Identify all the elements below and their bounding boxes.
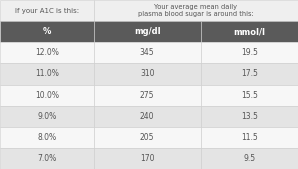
Text: 9.0%: 9.0%	[37, 112, 57, 121]
Text: 7.0%: 7.0%	[37, 154, 57, 163]
Bar	[201, 63, 298, 84]
Bar	[201, 42, 298, 63]
Text: mg/dl: mg/dl	[134, 27, 161, 36]
Bar	[201, 148, 298, 169]
Bar	[94, 21, 201, 42]
Bar	[201, 106, 298, 127]
Text: 275: 275	[140, 91, 154, 100]
Text: 345: 345	[140, 48, 155, 57]
Text: 310: 310	[140, 69, 154, 78]
Bar	[94, 106, 201, 127]
Bar	[0, 127, 94, 148]
Bar	[0, 0, 94, 21]
Text: 240: 240	[140, 112, 154, 121]
Text: 12.0%: 12.0%	[35, 48, 59, 57]
Text: 17.5: 17.5	[241, 69, 258, 78]
Text: 13.5: 13.5	[241, 112, 258, 121]
Bar	[201, 84, 298, 106]
Bar	[94, 84, 201, 106]
Text: 170: 170	[140, 154, 154, 163]
Bar	[0, 106, 94, 127]
Bar	[94, 42, 201, 63]
Bar	[94, 127, 201, 148]
Text: 15.5: 15.5	[241, 91, 258, 100]
Text: 11.0%: 11.0%	[35, 69, 59, 78]
Bar	[94, 0, 298, 21]
Text: 9.5: 9.5	[243, 154, 255, 163]
Text: 11.5: 11.5	[241, 133, 258, 142]
Bar	[0, 63, 94, 84]
Text: %: %	[43, 27, 51, 36]
Text: mmol/l: mmol/l	[233, 27, 265, 36]
Bar	[0, 21, 94, 42]
Text: If your A1C is this:: If your A1C is this:	[15, 8, 79, 14]
Bar	[0, 148, 94, 169]
Bar	[201, 127, 298, 148]
Text: 205: 205	[140, 133, 154, 142]
Bar	[0, 84, 94, 106]
Bar	[94, 148, 201, 169]
Bar	[94, 63, 201, 84]
Text: Your average mean daily
plasma blood sugar is around this:: Your average mean daily plasma blood sug…	[138, 4, 254, 17]
Text: 8.0%: 8.0%	[37, 133, 57, 142]
Text: 19.5: 19.5	[241, 48, 258, 57]
Text: 10.0%: 10.0%	[35, 91, 59, 100]
Bar	[201, 21, 298, 42]
Bar	[0, 42, 94, 63]
